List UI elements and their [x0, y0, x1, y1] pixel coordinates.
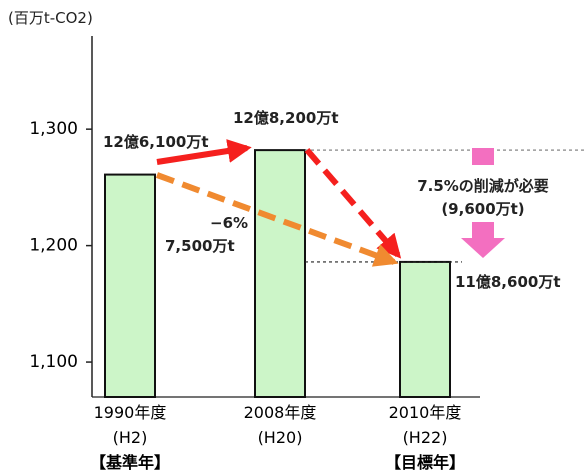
reduction-arrow: [461, 148, 505, 258]
x-category-1990: 1990年度 (H2) 【基準年】: [90, 403, 170, 472]
x-category-2008: 2008年度 (H20): [244, 403, 317, 447]
y-tick-label: 1,300: [29, 119, 78, 139]
y-tick-label: 1,200: [29, 236, 78, 256]
x-tick-era: (H20): [258, 428, 303, 447]
y-tick-1100: 1,100: [29, 352, 92, 372]
x-category-2010: 2010年度 (H22) 【目標年】: [385, 403, 465, 472]
bar-1990: [104, 173, 156, 398]
x-tick-era: (H2): [113, 428, 148, 447]
reduction-amount-label: (9,600万t): [441, 200, 524, 218]
reduction-arrow-head: [461, 238, 505, 258]
increase-arrow: [156, 139, 252, 165]
y-tick-1200: 1,200: [29, 236, 92, 256]
y-tick-1300: 1,300: [29, 119, 92, 139]
bar-2008-value-label: 12億8,200万t: [233, 109, 339, 127]
change-percent-label: −6%: [210, 214, 248, 232]
bar-2010-value-label: 11億8,600万t: [455, 273, 561, 291]
bar-2008: [254, 149, 306, 398]
x-tick-era: (H22): [403, 428, 448, 447]
y-tick-label: 1,100: [29, 352, 78, 372]
reduction-arrow-shaft: [472, 222, 494, 238]
reduction-needed-label: 7.5%の削減が必要: [417, 177, 549, 195]
baseline-reduction-arrow: [155, 172, 399, 267]
bar-1990-value-label: 12億6,100万t: [103, 133, 209, 151]
target-arrow: [304, 148, 402, 259]
bar-2010: [399, 260, 451, 399]
reduction-arrow-top: [472, 148, 494, 165]
y-axis-unit-label: (百万t-CO2): [8, 9, 93, 27]
change-amount-label: 7,500万t: [165, 237, 235, 255]
x-tick-year: 2010年度: [389, 403, 462, 422]
x-tick-year: 2008年度: [244, 403, 317, 422]
x-tick-tag: 【目標年】: [385, 453, 465, 472]
x-tick-tag: 【基準年】: [90, 453, 170, 472]
x-tick-year: 1990年度: [94, 403, 167, 422]
